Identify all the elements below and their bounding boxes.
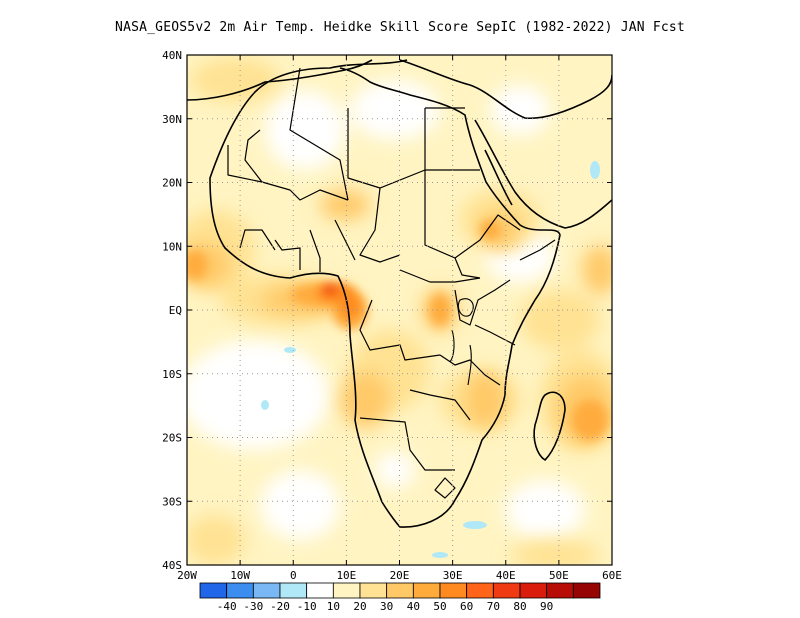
africa-coastline <box>209 59 561 528</box>
colorbar-swatch <box>519 582 548 599</box>
lon-tick-label: 20W <box>177 569 197 582</box>
colorbar: -40 -30 -20 -10 10 20 30 40 50 60 70 80 90 <box>199 582 601 613</box>
colorbar-label: 30 <box>380 600 393 613</box>
colorbar-swatch <box>332 582 361 599</box>
lakes <box>449 298 474 386</box>
colorbar-swatch <box>279 582 308 599</box>
colorbar-label: 10 <box>327 600 340 613</box>
shaded-field <box>187 55 612 565</box>
colorbar-swatch <box>199 582 228 599</box>
colorbar-label: 40 <box>407 600 420 613</box>
colorbar-swatch <box>466 582 494 599</box>
colorbar-label: 80 <box>513 600 526 613</box>
lat-tick-label: 20S <box>162 432 182 445</box>
colorbar-swatch <box>252 582 281 599</box>
lon-tick-label: 20E <box>390 569 410 582</box>
map-title: NASA_GEOS5v2 2m Air Temp. Heidke Skill S… <box>115 20 685 35</box>
colorbar-label: 90 <box>540 600 553 613</box>
colorbar-swatch <box>306 582 334 599</box>
colorbar-label: 50 <box>433 600 446 613</box>
colorbar-label: -30 <box>243 600 263 613</box>
lon-tick-label: 50E <box>549 569 569 582</box>
lon-tick-label: 10E <box>336 569 356 582</box>
lon-tick-label: 0 <box>290 569 297 582</box>
lat-tick-label: 30N <box>162 113 182 126</box>
colorbar-swatch <box>386 582 414 599</box>
colorbar-swatch <box>439 582 468 599</box>
country-borders <box>227 67 556 499</box>
colorbar-swatch <box>226 582 254 599</box>
colorbar-swatch <box>492 582 521 599</box>
arabia-coastline <box>474 119 612 229</box>
lon-tick-label: 10W <box>230 569 250 582</box>
lat-tick-label: 10N <box>162 240 182 253</box>
colorbar-label: 20 <box>353 600 366 613</box>
lat-tick-label: 40S <box>162 559 182 572</box>
madagascar-coastline <box>533 391 566 461</box>
lon-tick-label: 60E <box>602 569 622 582</box>
colorbar-label: -20 <box>270 600 290 613</box>
lon-tick-label: 30E <box>443 569 463 582</box>
lat-tick-label: EQ <box>169 304 182 317</box>
red-sea-west <box>484 149 513 206</box>
colorbar-label: 70 <box>487 600 500 613</box>
lat-tick-label: 10S <box>162 368 182 381</box>
lat-tick-label: 30S <box>162 495 182 508</box>
colorbar-label: 60 <box>460 600 473 613</box>
colorbar-label: -40 <box>217 600 237 613</box>
gridlines <box>187 55 612 565</box>
europe-coastline <box>187 59 612 120</box>
coastlines <box>187 59 612 528</box>
longitude-axis: 20W 10W 0 10E 20E 30E 40E 50E 60E <box>177 55 622 582</box>
colorbar-swatch <box>546 582 574 599</box>
colorbar-swatch <box>412 582 441 599</box>
latitude-axis: 40N 30N 20N 10N EQ 10S 20S 30S 40S <box>162 49 612 572</box>
colorbar-label: -10 <box>297 600 317 613</box>
colorbar-swatch <box>572 582 601 599</box>
lat-tick-label: 40N <box>162 49 182 62</box>
colorbar-swatch <box>359 582 388 599</box>
lon-tick-label: 40E <box>496 569 516 582</box>
lat-tick-label: 20N <box>162 177 182 190</box>
